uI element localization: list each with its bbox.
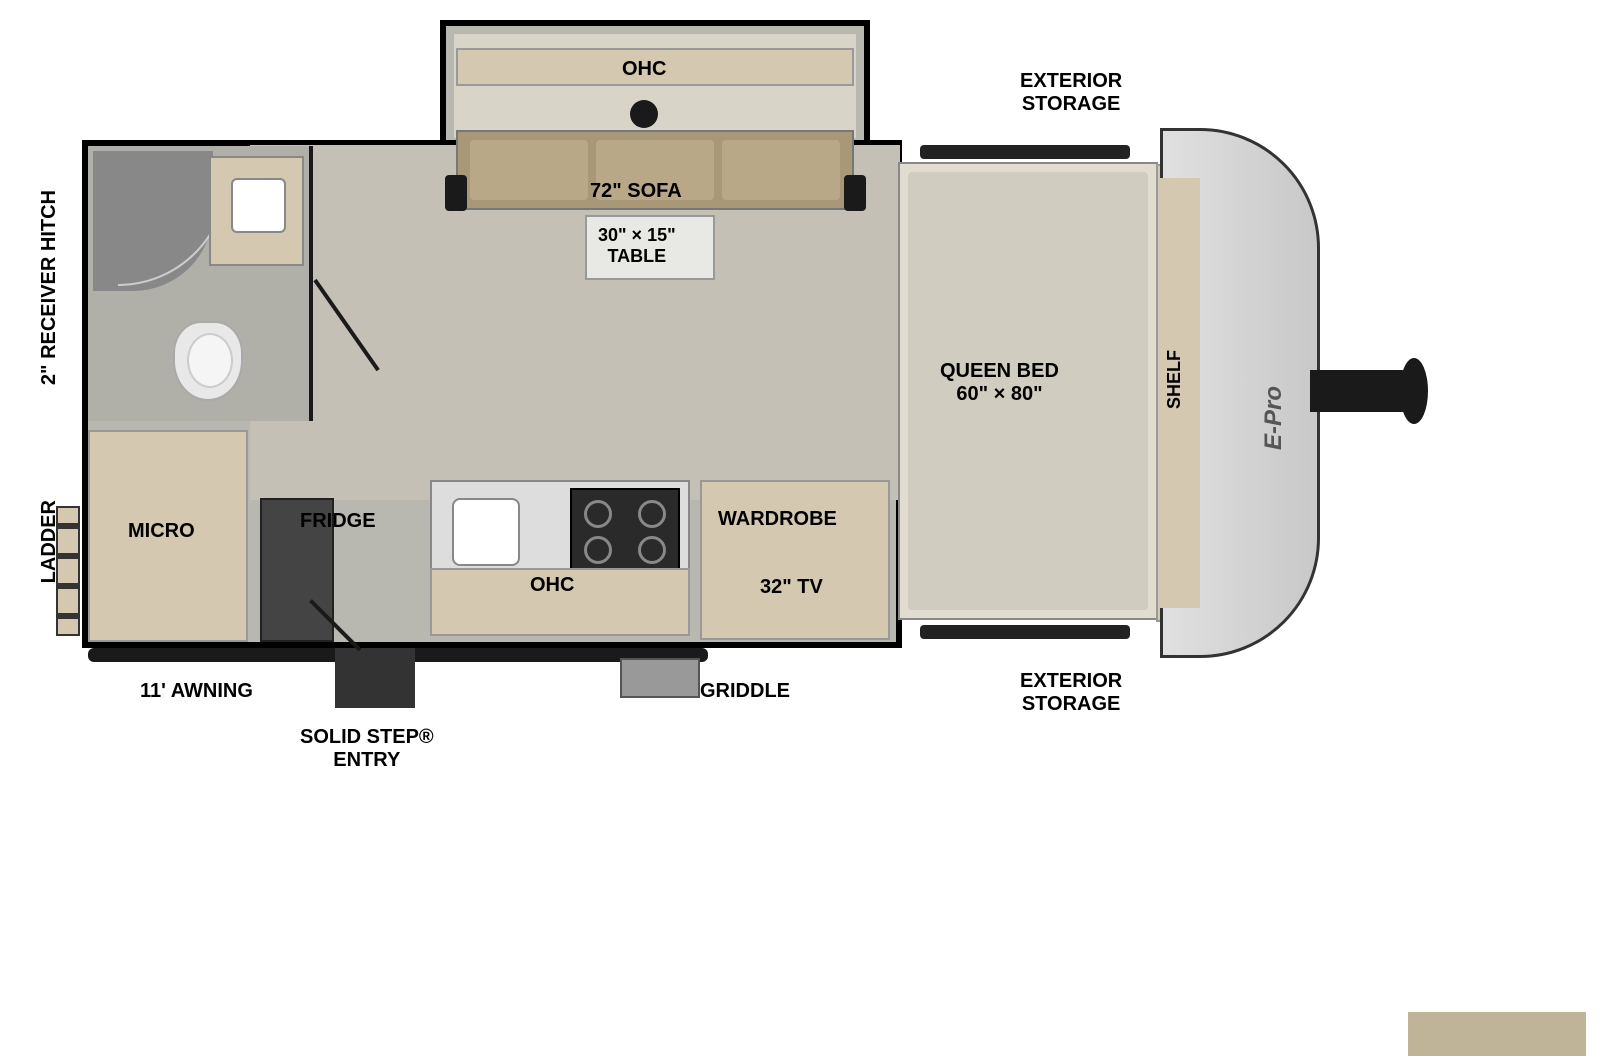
tv-shelf [1408, 1012, 1586, 1056]
ladder-rung [58, 523, 78, 529]
hitch-coupler [1400, 358, 1428, 424]
exterior-griddle [620, 658, 700, 698]
label-ext-storage-top: EXTERIOR STORAGE [1020, 70, 1122, 116]
label-awning: 11' AWNING [140, 680, 253, 703]
burner-icon [638, 536, 666, 564]
label-ohc-top: OHC [622, 58, 666, 81]
label-table: 30" × 15" TABLE [598, 225, 676, 267]
window [920, 145, 1130, 159]
brand-logo: E-Pro [1260, 330, 1310, 450]
burner-icon [638, 500, 666, 528]
kitchen-counter [430, 480, 690, 580]
label-receiver-hitch: 2" RECEIVER HITCH [38, 190, 61, 385]
label-tv: 32" TV [760, 576, 823, 599]
sofa-cushion [470, 140, 588, 200]
bathroom-vanity [209, 156, 304, 266]
bathroom [88, 146, 313, 421]
speaker-icon [445, 175, 467, 211]
label-solid-step: SOLID STEP® ENTRY [300, 726, 434, 772]
label-sofa: 72" SOFA [590, 180, 682, 203]
label-wardrobe: WARDROBE [718, 508, 837, 531]
label-ext-storage-bot: EXTERIOR STORAGE [1020, 670, 1122, 716]
wardrobe-cabinet [700, 480, 890, 640]
cooktop [570, 488, 680, 576]
label-shelf: SHELF [1164, 350, 1185, 409]
label-ohc-bot: OHC [530, 574, 574, 597]
sofa-cushion [722, 140, 840, 200]
burner-icon [584, 500, 612, 528]
ladder-rung [58, 583, 78, 589]
vanity-sink [231, 178, 286, 233]
label-griddle: GRIDDLE [700, 680, 790, 703]
label-queen-bed: QUEEN BED 60" × 80" [940, 360, 1059, 406]
label-ladder: LADDER [38, 500, 61, 583]
speaker-icon [844, 175, 866, 211]
hitch-aframe [1310, 370, 1410, 412]
toilet-seat [187, 333, 233, 388]
entry-step [335, 648, 415, 708]
label-fridge: FRIDGE [300, 510, 376, 533]
toilet [173, 321, 243, 401]
speaker-icon [630, 100, 658, 128]
ladder-rung [58, 613, 78, 619]
kitchen-sink [452, 498, 520, 566]
label-micro: MICRO [128, 520, 195, 543]
burner-icon [584, 536, 612, 564]
window [920, 625, 1130, 639]
ladder-rung [58, 553, 78, 559]
